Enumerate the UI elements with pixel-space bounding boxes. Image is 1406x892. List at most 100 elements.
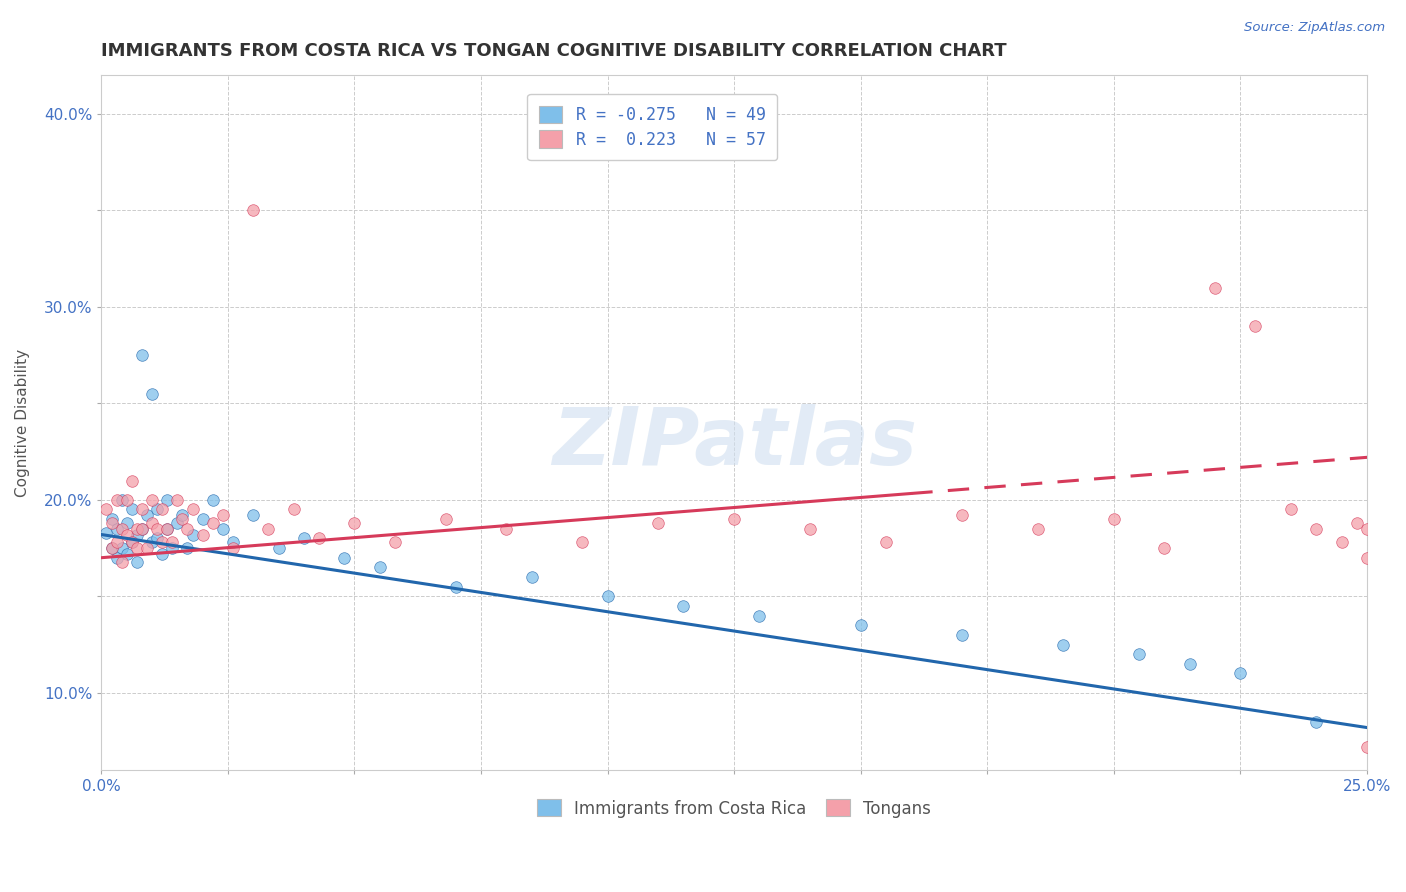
Point: [100, 541, 122, 555]
Point: [146, 522, 169, 536]
Point: [723, 512, 745, 526]
Point: [242, 203, 264, 218]
Point: [131, 502, 153, 516]
Point: [222, 541, 245, 555]
Point: [105, 522, 128, 536]
Point: [136, 541, 159, 555]
Point: [125, 522, 148, 536]
Point: [176, 541, 198, 555]
Point: [875, 535, 897, 549]
Point: [105, 550, 128, 565]
Point: [1279, 502, 1302, 516]
Point: [434, 512, 457, 526]
Point: [1330, 535, 1353, 549]
Point: [950, 628, 973, 642]
Point: [849, 618, 872, 632]
Point: [1305, 522, 1327, 536]
Point: [96, 502, 118, 516]
Point: [121, 535, 143, 549]
Point: [201, 516, 224, 530]
Point: [146, 502, 169, 516]
Point: [156, 522, 179, 536]
Point: [96, 525, 118, 540]
Point: [111, 522, 134, 536]
Point: [1128, 647, 1150, 661]
Point: [308, 532, 330, 546]
Point: [1026, 522, 1049, 536]
Point: [136, 508, 159, 523]
Y-axis label: Cognitive Disability: Cognitive Disability: [15, 349, 30, 497]
Point: [1052, 638, 1074, 652]
Point: [162, 541, 184, 555]
Point: [191, 527, 214, 541]
Point: [146, 532, 169, 546]
Point: [292, 532, 315, 546]
Point: [162, 535, 184, 549]
Point: [333, 550, 356, 565]
Point: [181, 527, 204, 541]
Point: [222, 535, 245, 549]
Point: [115, 492, 138, 507]
Point: [672, 599, 695, 613]
Point: [111, 541, 134, 555]
Legend: Immigrants from Costa Rica, Tongans: Immigrants from Costa Rica, Tongans: [530, 793, 938, 824]
Point: [150, 547, 173, 561]
Point: [131, 348, 153, 362]
Text: Source: ZipAtlas.com: Source: ZipAtlas.com: [1244, 21, 1385, 35]
Point: [172, 512, 194, 526]
Point: [100, 512, 122, 526]
Text: IMMIGRANTS FROM COSTA RICA VS TONGAN COGNITIVE DISABILITY CORRELATION CHART: IMMIGRANTS FROM COSTA RICA VS TONGAN COG…: [101, 42, 1007, 60]
Point: [596, 589, 619, 603]
Point: [156, 522, 179, 536]
Point: [156, 492, 179, 507]
Point: [212, 508, 235, 523]
Point: [1244, 319, 1267, 334]
Point: [212, 522, 235, 536]
Point: [267, 541, 290, 555]
Point: [121, 502, 143, 516]
Point: [121, 474, 143, 488]
Point: [125, 541, 148, 555]
Point: [141, 386, 163, 401]
Point: [520, 570, 543, 584]
Point: [1153, 541, 1175, 555]
Point: [115, 547, 138, 561]
Point: [1102, 512, 1125, 526]
Point: [100, 541, 122, 555]
Point: [111, 492, 134, 507]
Point: [950, 508, 973, 523]
Point: [176, 522, 198, 536]
Point: [384, 535, 406, 549]
Point: [191, 512, 214, 526]
Point: [257, 522, 280, 536]
Point: [125, 555, 148, 569]
Point: [125, 527, 148, 541]
Point: [748, 608, 770, 623]
Point: [111, 555, 134, 569]
Point: [105, 492, 128, 507]
Point: [571, 535, 593, 549]
Point: [647, 516, 669, 530]
Point: [181, 502, 204, 516]
Point: [121, 535, 143, 549]
Text: ZIPatlas: ZIPatlas: [551, 404, 917, 483]
Point: [100, 516, 122, 530]
Point: [1355, 739, 1378, 754]
Point: [141, 516, 163, 530]
Point: [1355, 550, 1378, 565]
Point: [1204, 280, 1226, 294]
Point: [166, 516, 188, 530]
Point: [799, 522, 821, 536]
Point: [115, 527, 138, 541]
Point: [150, 502, 173, 516]
Point: [242, 508, 264, 523]
Point: [115, 516, 138, 530]
Point: [201, 492, 224, 507]
Point: [131, 522, 153, 536]
Point: [283, 502, 305, 516]
Point: [343, 516, 366, 530]
Point: [131, 522, 153, 536]
Point: [1355, 522, 1378, 536]
Point: [495, 522, 517, 536]
Point: [1346, 516, 1368, 530]
